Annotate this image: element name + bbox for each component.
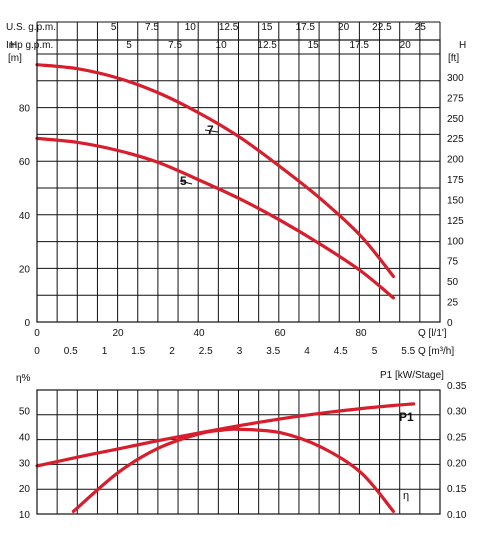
- y-tick-label: 0: [24, 318, 30, 329]
- p1-tick-label: 0.25: [447, 433, 467, 444]
- head-right-label: H: [459, 40, 466, 51]
- head-chart-frame: [36, 39, 441, 323]
- m3h-tick-label: 4.5: [334, 346, 348, 357]
- m3h-tick-label: 3: [237, 346, 243, 357]
- y-tick-label: 60: [19, 157, 31, 168]
- p1-tick-label: 0.15: [447, 484, 467, 495]
- eta-tick-label: 40: [19, 433, 31, 444]
- y-right-tick-label: 75: [447, 257, 459, 268]
- y-right-tick-label: 250: [447, 114, 464, 125]
- eta-tick-label: 30: [19, 458, 31, 469]
- usgpm-tick-label: 10: [185, 22, 197, 33]
- x-tick-label: 20: [112, 328, 124, 339]
- x-tick-label: 0: [34, 328, 40, 339]
- impgpm-axis-label: Imp g.p.m.: [6, 40, 53, 51]
- y-tick-label: 80: [19, 104, 31, 115]
- usgpm-tick-label: 17.5: [296, 22, 316, 33]
- head-left-ticks: 0 20 40 60 80: [19, 104, 31, 329]
- flow-m3h-label: Q [m³/h]: [418, 346, 454, 357]
- head-right-ticks: 0 25 50 75 100 125 150 175 200 225 250 275 300: [447, 73, 464, 329]
- efficiency-ticks: 10 20 30 40 50: [19, 407, 31, 521]
- m3h-tick-label: 0.5: [64, 346, 78, 357]
- impgpm-tick-label: 7.5: [168, 40, 182, 51]
- m3h-tick-label: 1: [102, 346, 108, 357]
- y-right-tick-label: 175: [447, 175, 464, 186]
- x-tick-label: 60: [274, 328, 286, 339]
- efficiency-axis-label: η%: [16, 373, 31, 384]
- efficiency-chart-frame: [36, 389, 441, 515]
- impgpm-tick-label: 15: [308, 40, 320, 51]
- usgpm-tick-label: 7.5: [145, 22, 159, 33]
- usgpm-ticks: 5 7.5 10 12.5 15 17.5 20 22.5 25: [111, 22, 426, 33]
- power-curve: [35, 402, 416, 468]
- impgpm-ticks: 5 7.5 10 12.5 15 17.5 20: [126, 40, 411, 51]
- p1-tick-label: 0.30: [447, 407, 467, 418]
- eta-tick-label: 10: [19, 510, 31, 521]
- impgpm-tick-label: 5: [126, 40, 132, 51]
- eta-tick-label: 50: [19, 407, 31, 418]
- m3h-tick-label: 5: [372, 346, 378, 357]
- y-right-tick-label: 0: [447, 318, 453, 329]
- p1-tick-label: 0.20: [447, 458, 467, 469]
- m3h-tick-label: 5.5: [401, 346, 415, 357]
- head-curve-5: [35, 136, 395, 300]
- m3h-tick-label: 2: [169, 346, 175, 357]
- m3h-tick-label: 0: [34, 346, 40, 357]
- y-right-tick-label: 150: [447, 195, 464, 206]
- impgpm-tick-label: 20: [400, 40, 412, 51]
- p1-curve-label: P1: [399, 410, 414, 424]
- y-right-tick-label: 25: [447, 298, 459, 309]
- power-axis-label: P1 [kW/Stage]: [380, 370, 444, 381]
- flow-lmin-ticks: 0 20 40 60 80: [34, 328, 367, 339]
- usgpm-tick-label: 15: [261, 22, 273, 33]
- usgpm-tick-label: 25: [415, 22, 427, 33]
- y-right-tick-label: 275: [447, 93, 464, 104]
- y-right-tick-label: 125: [447, 216, 464, 227]
- head-curve-7: [35, 63, 395, 278]
- impgpm-tick-label: 10: [216, 40, 228, 51]
- x-tick-label: 40: [193, 328, 205, 339]
- eta-curve-label: η: [403, 490, 409, 502]
- head-curves: [35, 63, 395, 300]
- power-ticks: 0.10 0.15 0.20 0.25 0.30 0.35: [447, 381, 467, 521]
- flow-m3h-ticks: 0 0.5 1 1.5 2 2.5 3 3.5 4 4.5 5 5.5: [34, 346, 415, 357]
- flow-lmin-label: Q [l/1']: [418, 328, 447, 339]
- head-left-unit: [m]: [8, 53, 22, 64]
- efficiency-power-curves: [35, 402, 416, 513]
- m3h-tick-label: 1.5: [131, 346, 145, 357]
- p1-tick-label: 0.35: [447, 381, 467, 392]
- p1-tick-label: 0.10: [447, 510, 467, 521]
- y-right-tick-label: 300: [447, 73, 464, 84]
- head-chart-grid: [36, 21, 441, 323]
- usgpm-axis-label: U.S. g.p.m.: [6, 22, 56, 33]
- impgpm-tick-label: 17.5: [349, 40, 369, 51]
- eta-tick-label: 20: [19, 484, 31, 495]
- x-tick-label: 80: [355, 328, 367, 339]
- head-left-label: H: [10, 40, 17, 51]
- y-right-tick-label: 50: [447, 277, 459, 288]
- usgpm-tick-label: 22.5: [372, 22, 392, 33]
- y-right-tick-label: 200: [447, 155, 464, 166]
- usgpm-tick-label: 12.5: [219, 22, 239, 33]
- y-tick-label: 40: [19, 211, 31, 222]
- usgpm-tick-label: 20: [338, 22, 350, 33]
- y-right-tick-label: 100: [447, 236, 464, 247]
- m3h-tick-label: 4: [304, 346, 310, 357]
- curve-5-leader: [179, 180, 193, 185]
- m3h-tick-label: 3.5: [266, 346, 280, 357]
- curve-7-leader: [204, 129, 219, 133]
- y-tick-label: 20: [19, 264, 31, 275]
- curve-7-label: 7: [207, 123, 214, 137]
- head-right-unit: [ft]: [448, 53, 459, 64]
- impgpm-tick-label: 12.5: [257, 40, 277, 51]
- m3h-tick-label: 2.5: [199, 346, 213, 357]
- usgpm-tick-label: 5: [111, 22, 117, 33]
- curve-5-label: 5: [180, 174, 187, 188]
- y-right-tick-label: 225: [447, 134, 464, 145]
- efficiency-curve: [71, 427, 395, 513]
